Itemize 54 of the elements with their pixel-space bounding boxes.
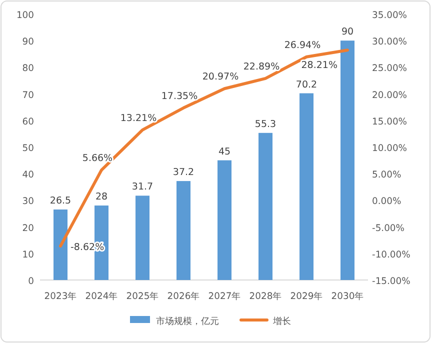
y-tick-label: 0 [28, 276, 34, 287]
y2-tick-label: 35.00% [372, 10, 408, 21]
y2-tick-label: 20.00% [372, 90, 408, 101]
y-tick-label: 10 [22, 249, 34, 260]
data-label: 13.21% [120, 112, 157, 124]
x-tick-label: 2026年 [167, 291, 200, 302]
y-tick-label: 30 [22, 196, 34, 208]
data-label: 22.89% [243, 61, 280, 72]
data-label: 28.21% [301, 60, 338, 72]
bar [340, 40, 354, 280]
y-tick-label: 100 [16, 10, 34, 21]
y2-tick-label: 30.00% [372, 36, 408, 48]
y2-tick-label: -5.00% [372, 222, 405, 234]
x-tick-label: 2030年 [331, 291, 364, 302]
y-tick-label: 40 [22, 170, 34, 181]
data-label: 45 [218, 146, 231, 158]
x-tick-label: 2028年 [249, 291, 282, 302]
data-label: 31.7 [132, 182, 154, 193]
bar [258, 132, 272, 280]
y2-tick-label: 10.00% [372, 143, 408, 154]
bar [218, 160, 232, 280]
data-label: 5.66% [82, 153, 113, 164]
data-label: 55.3 [254, 118, 276, 130]
bar [54, 210, 68, 280]
bar [136, 196, 150, 280]
legend-label: 增长 [272, 316, 291, 327]
x-tick-label: 2024年 [85, 291, 118, 302]
y-tick-label: 60 [22, 116, 34, 128]
data-label: 26.94% [284, 40, 321, 51]
legend-label: 市场规模，亿元 [156, 316, 219, 327]
y-tick-label: 70 [22, 90, 34, 101]
data-label: 37.2 [172, 167, 194, 178]
bar [300, 93, 314, 280]
data-label: 17.35% [161, 90, 198, 102]
x-tick-label: 2023年 [44, 291, 77, 302]
x-tick-label: 2029年 [290, 291, 323, 302]
y2-tick-label: -15.00% [372, 276, 411, 287]
y2-tick-label: -10.00% [372, 249, 411, 260]
y-tick-label: 50 [22, 143, 34, 154]
y2-tick-label: 15.00% [372, 116, 408, 128]
data-label: 20.97% [202, 72, 239, 83]
y-tick-label: 80 [22, 63, 34, 74]
x-tick-label: 2027年 [208, 291, 241, 302]
data-label: 90 [341, 26, 354, 38]
data-label: 26.5 [50, 196, 72, 207]
x-tick-label: 2025年 [126, 291, 159, 302]
y2-tick-label: 25.00% [372, 63, 408, 74]
y-tick-label: 20 [22, 222, 34, 234]
y2-tick-label: 5.00% [372, 170, 402, 181]
y2-tick-label: 0.00% [372, 196, 402, 208]
bar [176, 181, 190, 280]
data-label: 70.2 [296, 79, 318, 90]
y-tick-label: 90 [22, 36, 34, 48]
data-label: 28 [95, 192, 108, 203]
